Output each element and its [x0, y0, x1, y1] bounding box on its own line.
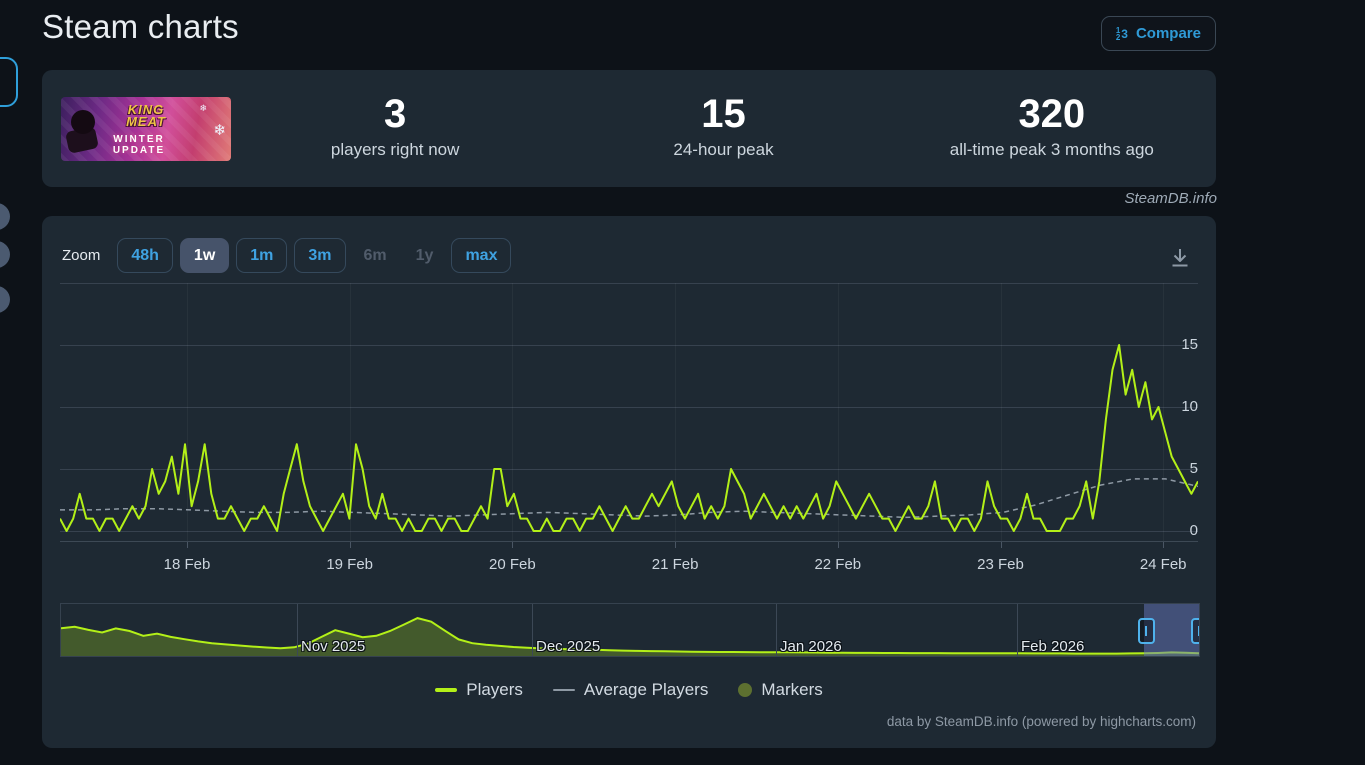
chart-legend: Players Average Players Markers: [42, 680, 1216, 700]
y-gridline: [60, 468, 1198, 470]
partial-circle-button: [0, 241, 10, 268]
zoom-48h-button[interactable]: 48h: [117, 238, 173, 273]
snowflake-icon: ❄: [213, 122, 226, 139]
day-gridline: [1000, 283, 1002, 541]
navigator-area: [61, 618, 1199, 656]
y-axis-label: 10: [1181, 398, 1198, 415]
average-line-swatch: [552, 689, 575, 691]
capsule-logo-text: KING MEAT: [126, 102, 166, 129]
x-axis-label: 18 Feb: [163, 556, 211, 573]
average-players-line: [60, 478, 1198, 519]
zoom-label: Zoom: [62, 247, 101, 264]
zoom-toolbar: Zoom 48h 1w 1m 3m 6m 1y max: [62, 238, 512, 273]
navigator-month-label: Dec 2025: [536, 638, 601, 655]
x-axis-tick: [675, 541, 677, 548]
handle-grip-bar: [1198, 626, 1199, 636]
day-gridline: [1163, 283, 1165, 541]
zoom-max-button[interactable]: max: [451, 238, 512, 273]
stat-players-now: 3 players right now: [231, 70, 559, 187]
navigator-line: [61, 617, 1199, 655]
stats-card: KING MEAT WINTER UPDATE ❄ ❄ 3 players ri…: [42, 70, 1216, 187]
stat-alltime-peak: 320 all-time peak 3 months ago: [888, 70, 1216, 187]
y-gridline: [60, 530, 1198, 532]
capsule-character-head: [71, 110, 95, 134]
capsule-subtitle-text: WINTER UPDATE: [112, 134, 166, 156]
month-gridline: [776, 604, 777, 656]
stat-24h-peak: 15 24-hour peak: [559, 70, 887, 187]
chart-credit: data by SteamDB.info (powered by highcha…: [886, 714, 1196, 729]
day-gridline: [512, 283, 514, 541]
y-gridline: [60, 282, 1198, 284]
x-axis-label: 19 Feb: [326, 556, 374, 573]
zoom-1m-button[interactable]: 1m: [236, 238, 288, 273]
x-axis-tick: [1163, 541, 1165, 548]
stat-label: all-time peak 3 months ago: [949, 140, 1154, 159]
partial-circle-button: [0, 203, 10, 230]
players-series-svg[interactable]: [60, 283, 1198, 541]
players-chart-plot[interactable]: 18 Feb 19 Feb 20 Feb 21 Feb 22 Feb 23 Feb 24 F…: [60, 282, 1198, 573]
stat-label: players right now: [330, 140, 460, 159]
navigator-month-label: Nov 2025: [301, 638, 366, 655]
x-axis-label: 22 Feb: [814, 556, 862, 573]
navigator-left-handle[interactable]: [1137, 618, 1155, 644]
stat-value: 320: [1018, 92, 1086, 136]
month-gridline: [1017, 604, 1018, 656]
y-axis-label: 5: [1189, 460, 1198, 477]
x-axis-label: 21 Feb: [651, 556, 699, 573]
legend-item-average-players[interactable]: Average Players: [552, 680, 708, 700]
y-gridline: [60, 344, 1198, 346]
day-gridline: [349, 283, 351, 541]
x-axis-line: [60, 541, 1198, 542]
day-gridline: [837, 283, 839, 541]
players-line: [60, 344, 1198, 532]
x-axis-tick: [349, 541, 351, 548]
snowflake-icon: ❄: [199, 103, 207, 113]
stat-label: 24-hour peak: [673, 140, 774, 159]
zoom-6m-button: 6m: [363, 246, 387, 264]
download-chart-icon[interactable]: [1168, 246, 1192, 270]
markers-dot-swatch: [738, 683, 753, 697]
stat-value: 3: [384, 92, 407, 136]
page-title: Steam charts: [42, 8, 239, 45]
x-axis-tick: [1000, 541, 1002, 548]
y-axis-label: 15: [1181, 336, 1198, 353]
handle-grip-bar: [1145, 626, 1147, 636]
partial-focused-element: [0, 57, 18, 107]
stats-row: 3 players right now 15 24-hour peak 320 …: [231, 70, 1216, 187]
legend-item-markers[interactable]: Markers: [738, 680, 823, 700]
x-axis-tick: [187, 541, 188, 548]
legend-item-players[interactable]: Players: [435, 680, 523, 700]
navigator-month-label: Jan 2026: [780, 638, 842, 655]
navigator-month-label: Feb 2026: [1021, 638, 1085, 655]
x-axis-label: 23 Feb: [977, 556, 1024, 573]
game-capsule-image[interactable]: KING MEAT WINTER UPDATE ❄ ❄: [61, 97, 231, 161]
steamdb-watermark: SteamDB.info: [1124, 190, 1217, 207]
zoom-3m-button[interactable]: 3m: [294, 238, 346, 273]
navigator-series-svg: [61, 617, 1199, 656]
x-axis-label: 20 Feb: [489, 556, 536, 573]
month-gridline: [297, 604, 298, 656]
month-gridline: [532, 604, 533, 656]
x-axis-tick: [512, 541, 514, 548]
zoom-1w-button[interactable]: 1w: [179, 238, 230, 273]
navigator-right-handle[interactable]: [1190, 618, 1199, 644]
players-line-swatch: [435, 688, 458, 692]
chart-panel: Zoom 48h 1w 1m 3m 6m 1y max 18 Feb 19 Feb…: [42, 216, 1216, 748]
y-axis-label: 0: [1189, 522, 1198, 539]
day-gridline: [187, 283, 188, 541]
compare-button-label: Compare: [1135, 25, 1201, 42]
partial-circle-button: [0, 286, 10, 313]
zoom-1y-button: 1y: [415, 246, 434, 264]
y-gridline: [60, 406, 1198, 408]
stat-value: 15: [701, 92, 746, 136]
day-gridline: [675, 283, 677, 541]
x-axis-label: 24 Feb: [1139, 556, 1187, 573]
chart-navigator[interactable]: Nov 2025 Dec 2025 Jan 2026 Feb 2026: [60, 603, 1200, 657]
x-axis-tick: [837, 541, 839, 548]
